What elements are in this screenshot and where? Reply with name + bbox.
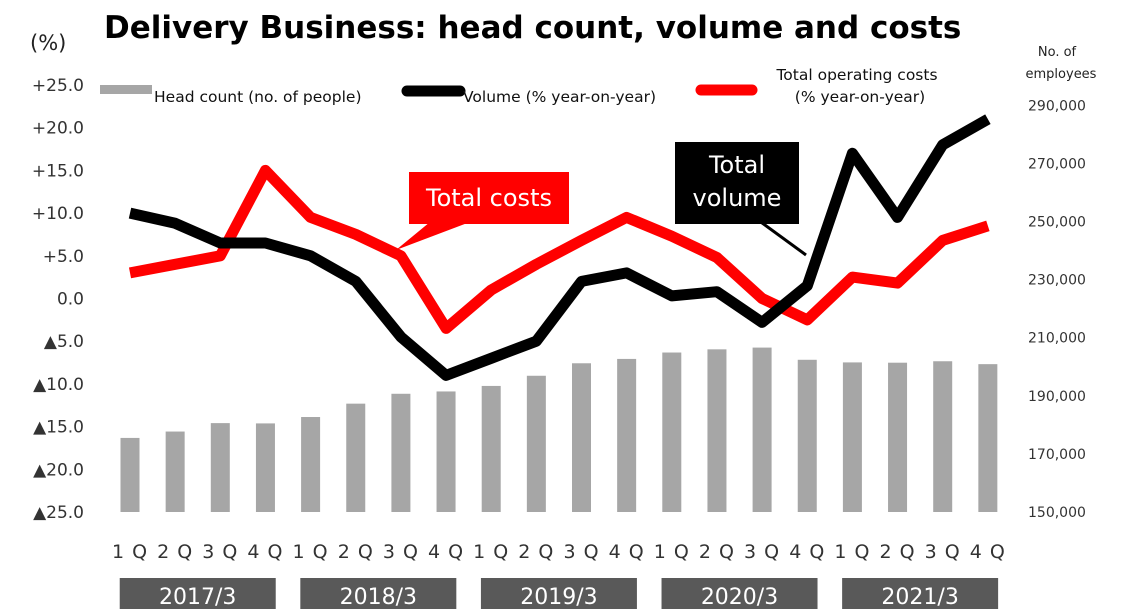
fiscal-year-label: 2019/3 [520,585,597,609]
bar-head-count [978,364,998,512]
bar-head-count [481,385,501,512]
x-tick-label: 4 Q [609,541,645,563]
callout-total-costs-text: Total costs [425,184,552,212]
bar-head-count [572,363,591,512]
fiscal-year-box [480,578,637,609]
x-tick-label: 1 Q [654,541,690,563]
fiscal-year-label: 2018/3 [340,585,417,609]
x-tick-label: 4 Q [789,541,825,563]
y-left-tick-label: +10.0 [32,204,84,224]
y-left-tick-label: +5.0 [43,247,84,267]
bar-head-count [301,417,321,512]
fiscal-year-label: 2021/3 [881,585,958,609]
fiscal-year-box [119,578,276,609]
fiscal-year-box [661,578,818,609]
legend-label-costs-line1: Total operating costs [775,66,937,84]
y-left-tick-label: +25.0 [32,76,84,96]
y-left-tick-label: ▲15.0 [33,418,84,438]
y-right-tick-label: 170,000 [1028,447,1086,463]
bar-head-count [210,423,230,512]
y-left-tick-label: ▲10.0 [33,375,84,395]
callout-total-costs-pointer [396,222,470,250]
y-right-tick-label: 230,000 [1028,273,1086,289]
y-right-axis-label-line2: employees [1026,67,1097,82]
callout-total-volume: Total volume [675,142,807,257]
bar-head-count [933,361,953,512]
bar-head-count [526,375,546,512]
fiscal-year-box [300,578,457,609]
bar-head-count [662,352,682,512]
x-tick-label: 1 Q [112,541,148,563]
bar-head-count [391,393,411,512]
bar-head-count [346,403,366,512]
x-tick-label: 2 Q [157,541,193,563]
bar-head-count [255,423,275,512]
callout-total-volume-text-line2: volume [693,184,782,212]
bar-head-count [120,437,140,512]
line-volume [128,114,991,381]
line-total-costs [128,164,990,334]
x-tick-label: 3 Q [202,541,238,563]
y-left-tick-label: ▲20.0 [33,460,84,480]
x-tick-label: 3 Q [925,541,961,563]
bar-head-count [797,359,817,512]
bar-head-count [888,362,908,512]
x-tick-label: 1 Q [834,541,870,563]
x-tick-label: 2 Q [338,541,374,563]
legend-swatch-head-count [100,85,152,94]
callout-total-costs: Total costs [396,172,569,250]
callout-total-volume-text-line1: Total [708,151,765,179]
x-tick-label: 4 Q [428,541,464,563]
y-right-tick-label: 250,000 [1028,215,1086,231]
y-left-tick-label: ▲5.0 [44,332,84,352]
x-tick-label: 1 Q [473,541,509,563]
callout-total-volume-pointer [757,218,807,257]
bar-head-count [617,358,637,512]
y-right-tick-label: 290,000 [1028,98,1086,114]
y-left-tick-label: +20.0 [32,119,84,139]
x-tick-label: 3 Q [383,541,419,563]
bar-head-count [842,362,862,512]
y-left-tick-label: +15.0 [32,161,84,181]
y-left-axis-label: (%) [30,31,66,55]
legend-label-costs-line2: (% year-on-year) [795,88,925,106]
legend: Head count (no. of people) Volume (% yea… [100,66,938,106]
y-right-tick-label: 270,000 [1028,156,1086,172]
bar-head-count [165,431,185,512]
x-tick-label: 4 Q [970,541,1006,563]
x-tick-label: 2 Q [880,541,916,563]
callout-total-volume-box [675,142,799,224]
y-right-tick-label: 190,000 [1028,389,1086,405]
fiscal-year-label: 2020/3 [701,585,778,609]
fiscal-year-box [842,578,999,609]
legend-label-head-count: Head count (no. of people) [154,88,362,106]
callout-total-costs-box [409,172,569,224]
y-right-tick-label: 210,000 [1028,331,1086,347]
y-left-tick-label: 0.0 [57,290,84,310]
y-right-axis-label-line1: No. of [1038,45,1077,60]
chart-title: Delivery Business: head count, volume an… [104,10,961,46]
x-tick-label: 1 Q [293,541,329,563]
x-tick-label: 4 Q [247,541,283,563]
bar-head-count [752,347,772,512]
x-tick-label: 3 Q [563,541,599,563]
fiscal-year-label: 2017/3 [159,585,236,609]
x-tick-label: 3 Q [744,541,780,563]
y-right-tick-label: 150,000 [1028,505,1086,521]
x-tick-label: 2 Q [518,541,554,563]
bar-head-count [436,391,456,512]
bar-head-count [707,349,727,512]
legend-label-volume: Volume (% year-on-year) [463,88,656,106]
x-tick-label: 2 Q [699,541,735,563]
y-left-tick-label: ▲25.0 [33,503,84,523]
